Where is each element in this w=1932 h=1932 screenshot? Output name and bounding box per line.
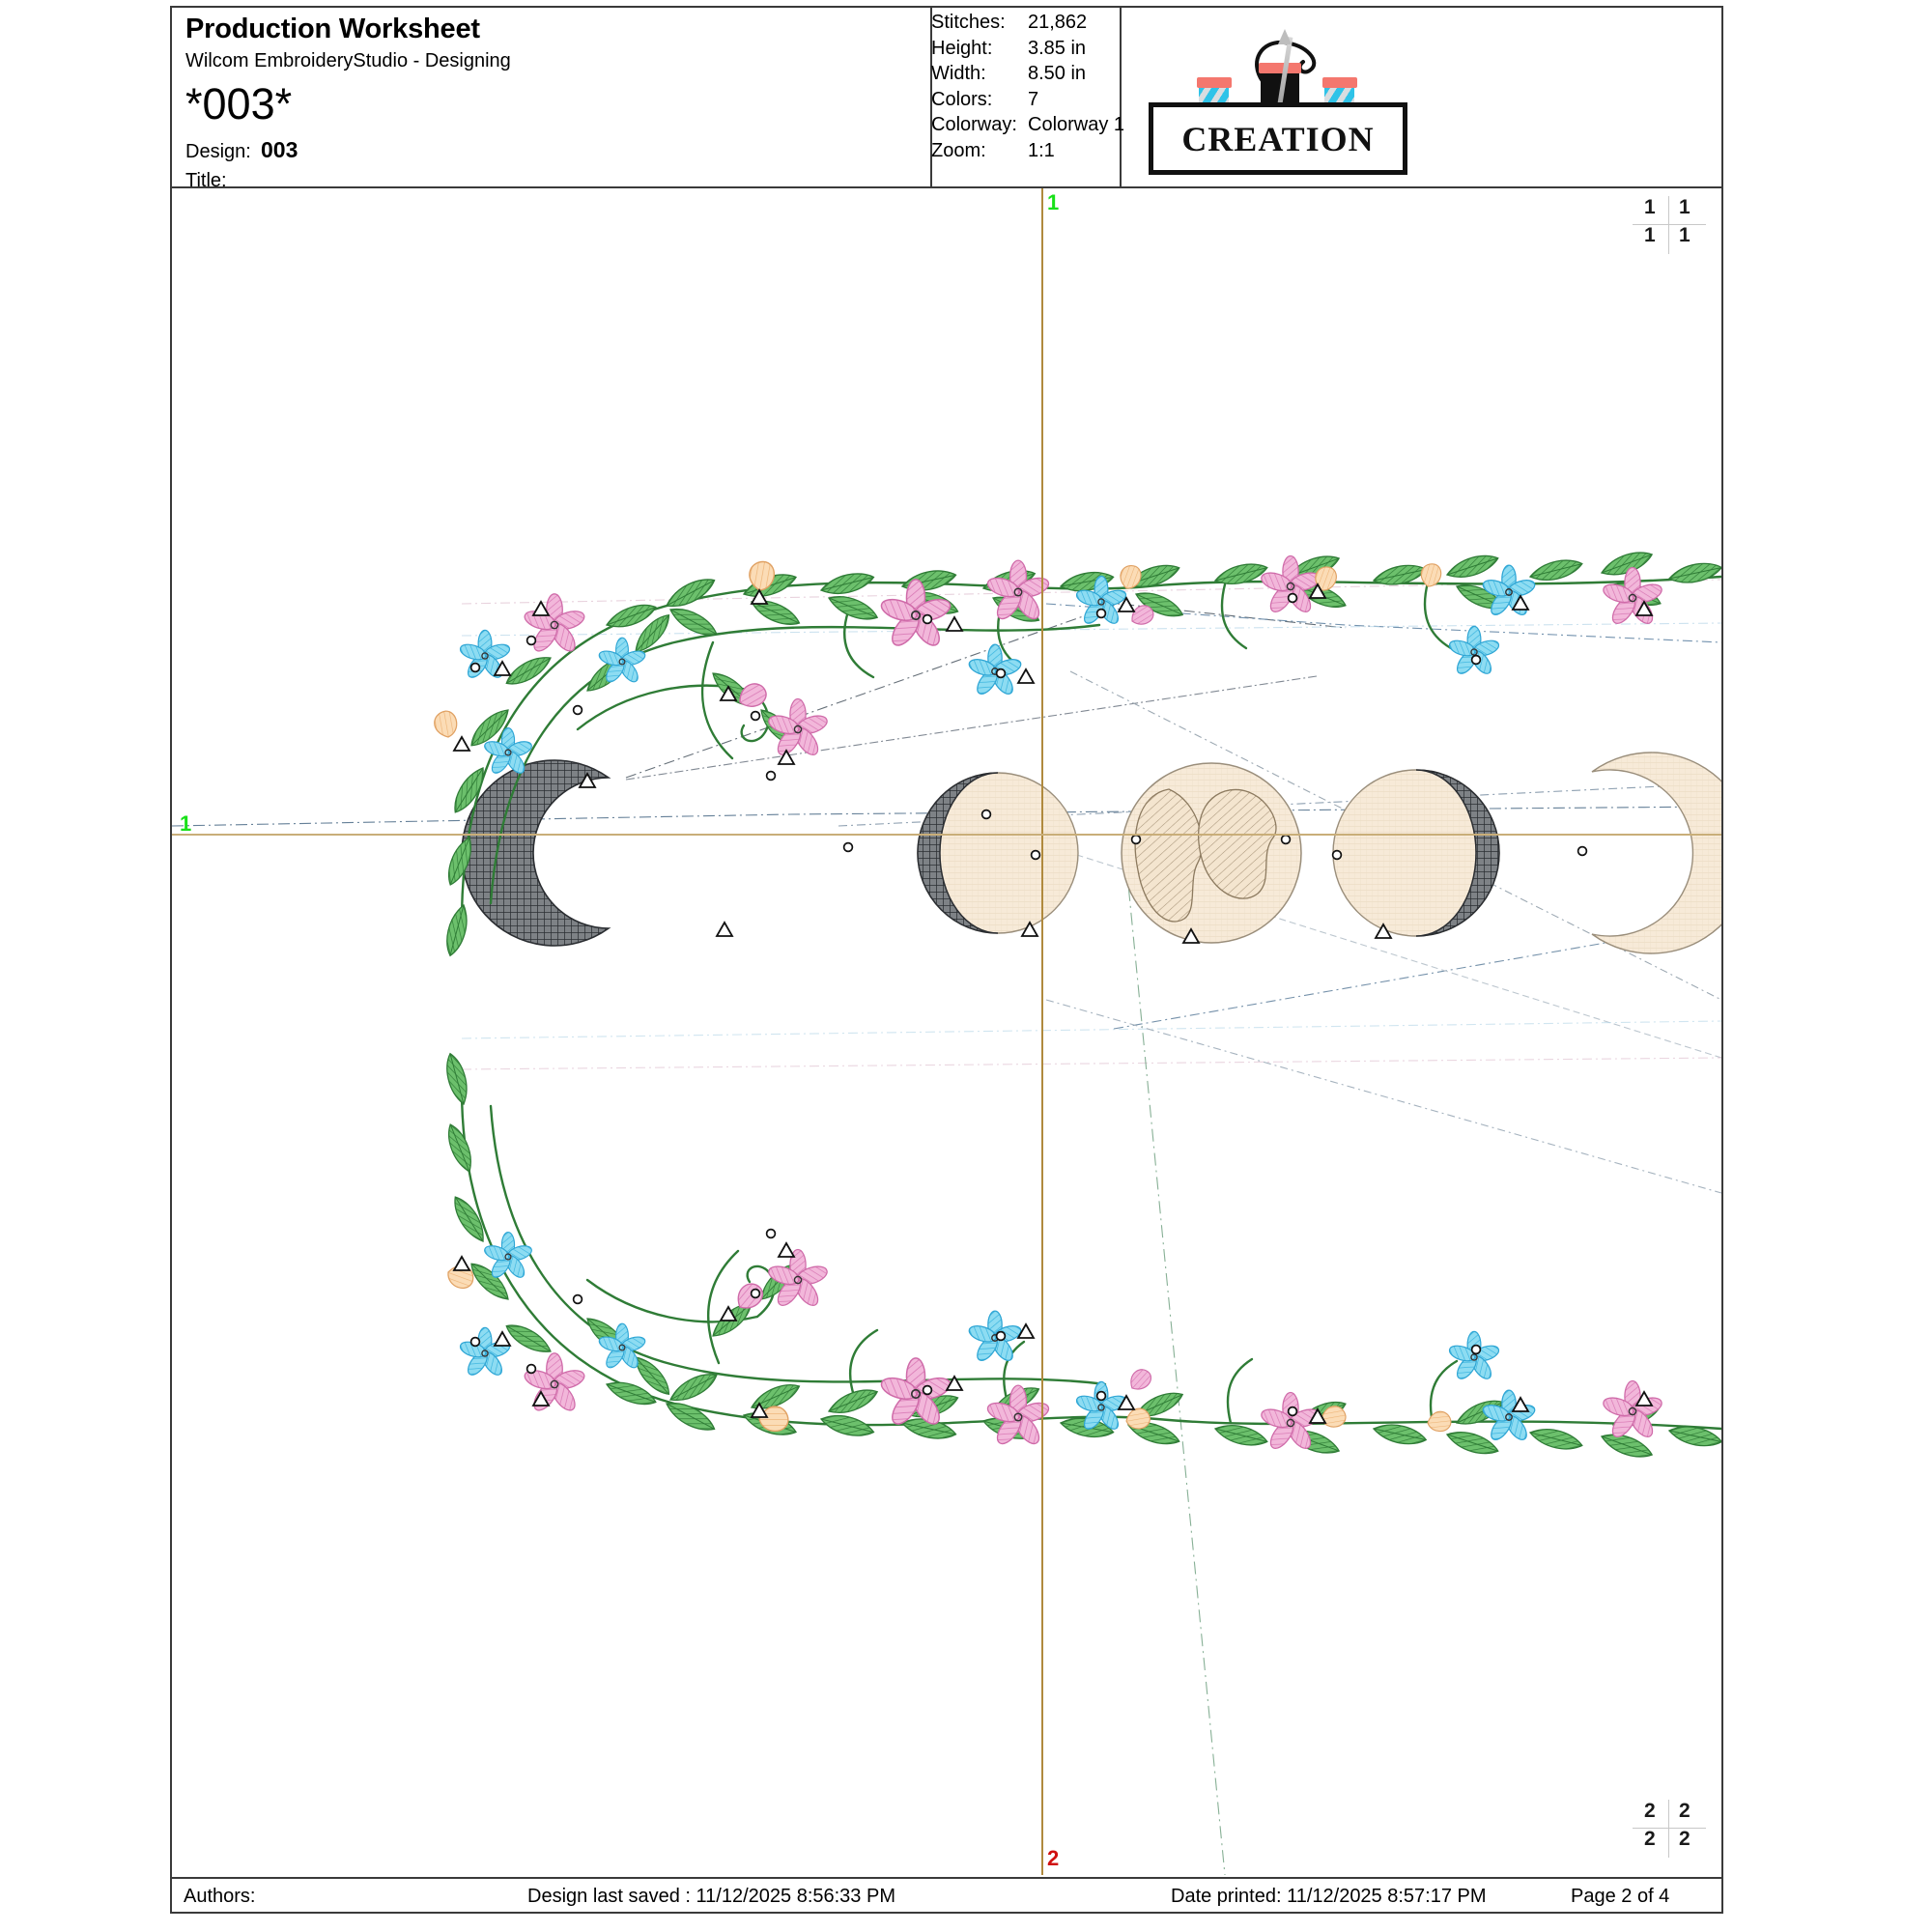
stat-height: Height: 3.85 in [922,38,1327,64]
stat-key: Width: [931,63,986,84]
header-middle-divider [930,6,1122,186]
logo-frame [1149,102,1407,175]
footer-last-saved: Design last saved : 11/12/2025 8:56:33 P… [527,1886,895,1907]
moon-crescent-cream-6 [1577,752,1721,954]
design-value: 003 [261,137,298,162]
footer-date-printed: Date printed: 11/12/2025 8:57:17 PM [1171,1886,1487,1907]
footer-page-number: Page 2 of 4 [1571,1886,1670,1907]
quadrant-divider-h [1633,224,1706,226]
stat-key: Colorway: [931,114,1017,135]
quadrant-marker-top: 1 1 1 1 [1633,196,1706,254]
stat-value: 8.50 in [1028,63,1087,84]
moon-gibbous-5 [1331,769,1500,939]
origin-marker-bottom: 2 [1047,1846,1060,1870]
quadrant-cell: 1 [1644,196,1656,218]
quadrant-cell: 1 [1644,224,1656,246]
stat-key: Stitches: [931,12,1006,33]
origin-marker-left: 1 [180,811,192,836]
quadrant-cell: 1 [1679,224,1690,246]
moon-full-4 [1121,762,1302,944]
design-label: Design: [185,141,251,162]
design-code-large: *003* [185,79,293,128]
title-row: Title: [185,170,227,192]
stat-key: Colors: [931,88,993,110]
stat-value: 3.85 in [1028,37,1087,59]
stat-width: Width: 8.50 in [922,63,1327,89]
stat-value: 21,862 [1028,12,1088,33]
quadrant-cell: 1 [1679,196,1690,218]
thread-loop-icon [1255,40,1317,83]
floral-vine-top [429,546,1721,959]
page-title: Production Worksheet [185,14,480,44]
spool-cap-icon [1259,63,1301,73]
design-stats-list: Stitches: 21,862 Height: 3.85 in Width: … [922,12,1327,165]
page-frame [170,6,1723,1914]
quadrant-marker-bottom: 2 2 2 2 [1633,1800,1706,1858]
floral-vine-bottom [440,1050,1721,1463]
worksheet-footer: Authors: Design last saved : 11/12/2025 … [170,1877,1723,1914]
axis-horizontal [172,834,1721,836]
moon-gibbous-3 [917,772,1079,937]
stat-value: 7 [1028,88,1039,110]
embroidery-design-artwork [172,546,1721,1875]
app-subtitle: Wilcom EmbroideryStudio - Designing [185,50,511,71]
stat-zoom: Zoom: 1:1 [922,140,1327,166]
header-right-panel: Stitches: 21,862 Height: 3.85 in Width: … [931,6,1723,222]
stat-key: Height: [931,37,993,59]
moon-crescent-dark-1 [461,759,611,947]
moon-phase-row [461,752,1721,954]
quadrant-divider-h [1633,1828,1706,1830]
origin-marker-top: 1 [1047,190,1060,214]
worksheet-header: Production Worksheet Wilcom EmbroiderySt… [170,6,1723,222]
quadrant-cell: 2 [1644,1800,1656,1822]
axis-vertical [1041,188,1043,1875]
stat-value: Colorway 1 [1028,114,1125,135]
stat-colorway: Colorway: Colorway 1 [922,114,1327,140]
footer-authors: Authors: [184,1886,256,1907]
quadrant-cell: 2 [1644,1828,1656,1850]
quadrant-cell: 2 [1679,1800,1690,1822]
spool-cap-icon [1322,77,1357,88]
title-label: Title: [185,170,227,191]
stat-value: 1:1 [1028,139,1055,161]
quadrant-cell: 2 [1679,1828,1690,1850]
stat-key: Zoom: [931,139,986,161]
spool-cap-icon [1197,77,1232,88]
stat-stitches: Stitches: 21,862 [922,12,1327,38]
design-row: Design: 003 [185,137,298,163]
header-left-panel: Production Worksheet Wilcom EmbroiderySt… [170,6,930,191]
needle-tip-icon [1278,29,1292,44]
stat-colors: Colors: 7 [922,89,1327,115]
design-canvas[interactable]: 1 1 2 1 1 1 1 2 2 2 2 [172,188,1721,1875]
brand-logo: CREATION RACK [1139,15,1417,222]
